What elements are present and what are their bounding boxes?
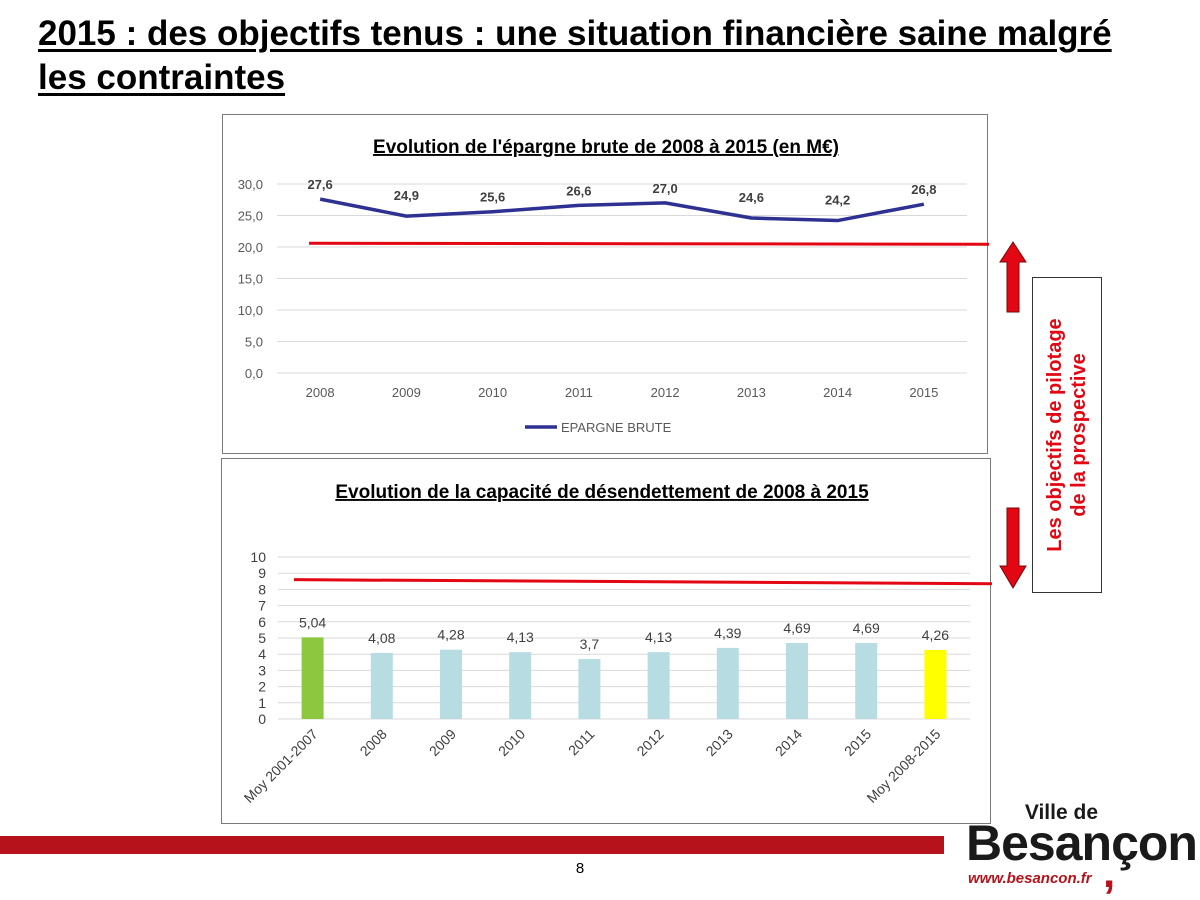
data-label: 4,39	[714, 625, 741, 641]
data-label: 4,26	[922, 627, 949, 643]
x-tick-label: 2012	[633, 726, 666, 759]
x-tick-label: 2011	[565, 726, 598, 759]
data-label: 27,6	[307, 177, 332, 192]
y-tick-label: 10	[250, 549, 266, 565]
page-number: 8	[575, 860, 585, 877]
y-tick-label: 10,0	[238, 303, 263, 318]
pilot-objectives-label: Les objectifs de pilotage de la prospect…	[1043, 318, 1091, 551]
data-label: 4,13	[507, 629, 534, 645]
bar	[855, 643, 878, 719]
debt-chart-svg: Evolution de la capacité de désendetteme…	[241, 482, 993, 806]
bar	[578, 659, 601, 719]
x-tick-label: 2015	[841, 726, 874, 759]
y-tick-label: 30,0	[238, 177, 263, 192]
y-tick-label: 9	[258, 565, 266, 581]
page-title: 2015 : des objectifs tenus : une situati…	[38, 12, 1158, 100]
debt-capacity-bar-chart: Evolution de la capacité de désendetteme…	[221, 458, 993, 824]
x-tick-label: 2014	[772, 726, 805, 759]
threshold-line	[308, 241, 990, 246]
double-arrow-icon	[999, 241, 1027, 589]
x-tick-label: Moy 2008-2015	[863, 726, 943, 806]
data-label: 26,8	[911, 182, 936, 197]
y-tick-label: 15,0	[238, 272, 263, 287]
footer-band	[0, 836, 944, 854]
pilot-objectives-line1: Les objectifs de pilotage	[1044, 318, 1066, 552]
data-label: 4,28	[437, 627, 464, 643]
pilot-objectives-box: Les objectifs de pilotage de la prospect…	[1032, 277, 1102, 593]
logo-besancon: Besançon	[966, 815, 1198, 871]
data-label: 24,6	[739, 190, 764, 205]
savings-chart-svg: Evolution de l'épargne brute de 2008 à 2…	[238, 137, 990, 435]
y-tick-label: 1	[258, 695, 266, 711]
y-tick-label: 20,0	[238, 240, 263, 255]
data-label: 24,2	[825, 193, 850, 208]
y-tick-label: 0,0	[245, 366, 263, 381]
data-label: 25,6	[480, 190, 505, 205]
chart-title: Evolution de l'épargne brute de 2008 à 2…	[373, 137, 839, 158]
x-tick-label: 2008	[306, 385, 335, 400]
x-tick-label: 2013	[737, 385, 766, 400]
x-tick-label: 2010	[495, 726, 528, 759]
bar	[509, 652, 532, 719]
bar	[370, 652, 393, 719]
x-tick-label: 2013	[703, 726, 736, 759]
y-tick-label: 4	[258, 646, 266, 662]
bar	[440, 649, 462, 719]
series-line-epargne-brute	[319, 197, 925, 223]
x-tick-label: 2012	[651, 385, 680, 400]
bar	[301, 637, 324, 719]
logo-ville-de: Ville de	[1024, 801, 1098, 824]
data-label: 4,69	[783, 620, 810, 636]
data-label: 24,9	[394, 188, 419, 203]
y-tick-label: 5,0	[245, 335, 263, 350]
x-tick-label: Moy 2001-2007	[241, 726, 321, 806]
y-tick-label: 7	[258, 598, 266, 614]
data-label: 27,0	[652, 181, 677, 196]
legend-label: EPARGNE BRUTE	[561, 420, 672, 435]
y-tick-label: 8	[258, 581, 266, 597]
data-label: 4,13	[645, 629, 672, 645]
y-tick-label: 25,0	[238, 209, 263, 224]
logo-comma-icon: ,	[1103, 848, 1116, 897]
bar	[716, 647, 739, 719]
data-label: 5,04	[299, 614, 326, 630]
y-tick-label: 2	[258, 679, 266, 695]
data-label: 3,7	[580, 636, 600, 652]
data-label: 4,08	[368, 630, 395, 646]
chart-title: Evolution de la capacité de désendetteme…	[335, 482, 869, 503]
x-tick-label: 2009	[426, 726, 459, 759]
y-tick-label: 0	[258, 711, 266, 727]
threshold-line	[293, 578, 993, 586]
page-title-text: 2015 : des objectifs tenus : une situati…	[38, 14, 1112, 97]
y-tick-label: 5	[258, 630, 266, 646]
besancon-logo: Ville de Besançon , www.besancon.fr	[960, 800, 1198, 897]
pilot-objectives-line2: de la prospective	[1068, 353, 1090, 517]
x-tick-label: 2011	[565, 385, 593, 400]
y-tick-label: 3	[258, 662, 266, 678]
x-tick-label: 2010	[478, 385, 507, 400]
y-tick-label: 6	[258, 614, 266, 630]
bar	[647, 652, 670, 719]
x-tick-label: 2014	[823, 385, 852, 400]
x-tick-label: 2008	[357, 726, 390, 759]
data-label: 26,6	[566, 183, 591, 198]
bar	[786, 643, 808, 719]
logo-url: www.besancon.fr	[968, 870, 1092, 887]
data-label: 4,69	[853, 620, 880, 636]
bar	[924, 649, 947, 719]
x-tick-label: 2009	[392, 385, 421, 400]
savings-line-chart: Evolution de l'épargne brute de 2008 à 2…	[222, 114, 990, 454]
x-tick-label: 2015	[909, 385, 938, 400]
